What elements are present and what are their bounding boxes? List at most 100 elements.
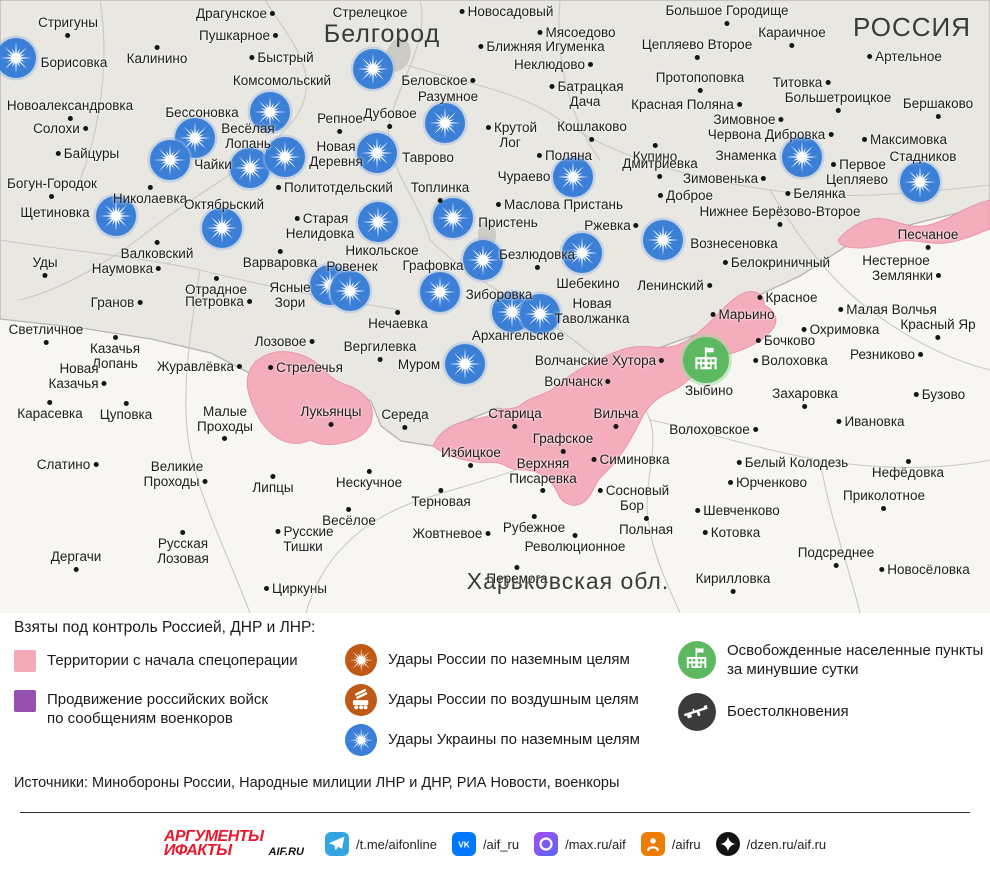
town-label: Ржевка	[584, 218, 641, 234]
town-label: Пристень	[478, 215, 538, 230]
social-link-ok[interactable]: /aifru	[640, 832, 701, 856]
social-link-vk[interactable]: VK/aif_ru	[451, 832, 519, 856]
town-label: Щетиновка	[20, 205, 90, 220]
town-dot	[395, 310, 401, 315]
town-label: Белый Колодезь	[734, 455, 848, 471]
town-label: Нечаевка	[368, 308, 428, 332]
ukraine-strike-icon	[357, 133, 397, 173]
town-label: Никольское	[345, 243, 419, 258]
town-label: Середа	[381, 407, 429, 432]
ukraine-strike-icon	[562, 233, 602, 273]
town-dot	[101, 380, 107, 386]
town-label: Стрелецкое	[332, 5, 408, 20]
town-label: Землянки	[872, 268, 944, 284]
social-link-max[interactable]: /max.ru/aif	[534, 832, 626, 856]
social-link-label: /aifru	[671, 836, 701, 852]
town-label: Революционное	[525, 531, 625, 555]
town-label: Перемога	[486, 563, 548, 587]
town-label: Симиновка	[589, 452, 669, 468]
town-label: Караичное	[758, 25, 826, 50]
town-label: Артельное	[864, 49, 942, 65]
town-label: Политотдельский	[273, 180, 393, 196]
legend-item: Удары России по воздушным целям	[345, 684, 639, 716]
town-label: Новосадовый	[457, 4, 553, 20]
town-dot	[597, 487, 603, 493]
town-label: Топлинка	[411, 180, 469, 205]
town-label: Стадников	[889, 149, 957, 164]
town-dot	[828, 131, 834, 137]
town-dot	[789, 42, 795, 48]
controlled-territory-shape	[246, 351, 373, 446]
town-dot	[531, 514, 537, 519]
town-label: Весёлая Лопань	[221, 121, 275, 151]
town-label: Терновая	[411, 486, 471, 510]
legend-item-label: Продвижение российских войск по сообщения…	[47, 691, 268, 728]
town-label: Волоховка	[750, 353, 828, 369]
town-dot	[879, 566, 885, 572]
aif-logo[interactable]: АРГУМЕНТЫ ИФАКТЫ AIF.RU	[164, 828, 304, 859]
town-dot	[697, 87, 703, 93]
town-label: Бузово	[911, 387, 965, 403]
town-dot	[249, 54, 255, 60]
town-label: Гранов	[91, 295, 146, 311]
town-dot	[613, 423, 619, 429]
town-dot	[154, 240, 160, 245]
town-dot	[123, 401, 129, 406]
town-label: Шевченково	[692, 503, 780, 519]
town-label: Чайки	[194, 157, 232, 172]
town-label: Цуповка	[100, 399, 152, 423]
legend-item-label: Освобожденные населенные пункты за минувш…	[727, 642, 984, 679]
town-label: Русские Тишки	[272, 524, 334, 554]
town-label: Комсомольский	[232, 73, 332, 88]
town-label: Большетроицкое	[785, 90, 891, 115]
town-label: Таврово	[402, 150, 454, 165]
social-link-dzen[interactable]: /dzen.ru/aif.ru	[715, 832, 826, 856]
town-dot	[936, 272, 942, 278]
town-label: Цепляево Второе	[642, 37, 752, 62]
town-label: Вергилевка	[344, 339, 416, 364]
town-label: Сосновый Бор	[595, 483, 669, 513]
liberated-settlement-icon	[678, 641, 716, 679]
town-dot	[485, 124, 491, 130]
town-label: Ближняя Игуменка	[475, 39, 605, 55]
town-dot	[137, 299, 143, 305]
town-label: Октябрьский	[183, 197, 265, 212]
town-dot	[468, 462, 474, 468]
town-label: Приколотное	[843, 488, 925, 513]
town-dot	[702, 529, 708, 535]
town-label: Малые Проходы	[197, 404, 253, 443]
town-dot	[835, 107, 841, 113]
town-dot	[755, 337, 761, 343]
town-dot	[65, 32, 71, 38]
town-dot	[112, 335, 118, 340]
town-dot	[337, 128, 343, 134]
town-label: Разумное	[417, 89, 479, 104]
town-label: Варваровка	[243, 247, 317, 271]
legend-item-label: Территории с начала спецоперации	[47, 652, 298, 670]
town-dot	[785, 190, 791, 196]
town-dot	[213, 276, 219, 281]
ukraine-strike-icon	[202, 208, 242, 248]
town-dot	[202, 478, 208, 484]
social-link-telegram[interactable]: /t.me/aifonline	[325, 832, 437, 856]
town-label: Поляна	[534, 148, 592, 164]
town-label: Быстрый	[246, 50, 314, 66]
legend-item-label: Удары России по воздушным целям	[388, 691, 639, 709]
town-dot	[268, 364, 274, 370]
town-dot	[237, 363, 243, 369]
town-label: Стригуны	[38, 15, 98, 40]
legend-item: Удары Украины по наземным целям	[345, 724, 640, 756]
town-dot	[272, 32, 278, 38]
town-label: Весёлое	[322, 505, 376, 529]
town-dot	[633, 222, 639, 228]
town-label: Знаменка	[715, 148, 777, 163]
ukraine-ground-strike-icon	[345, 724, 377, 756]
town-label: Уды	[32, 255, 58, 280]
town-dot	[387, 123, 393, 129]
town-label: Юрченково	[725, 475, 807, 491]
town-dot	[722, 259, 728, 265]
town-label: Охримовка	[799, 322, 879, 338]
ukraine-strike-icon	[250, 92, 290, 132]
town-dot	[270, 474, 276, 479]
